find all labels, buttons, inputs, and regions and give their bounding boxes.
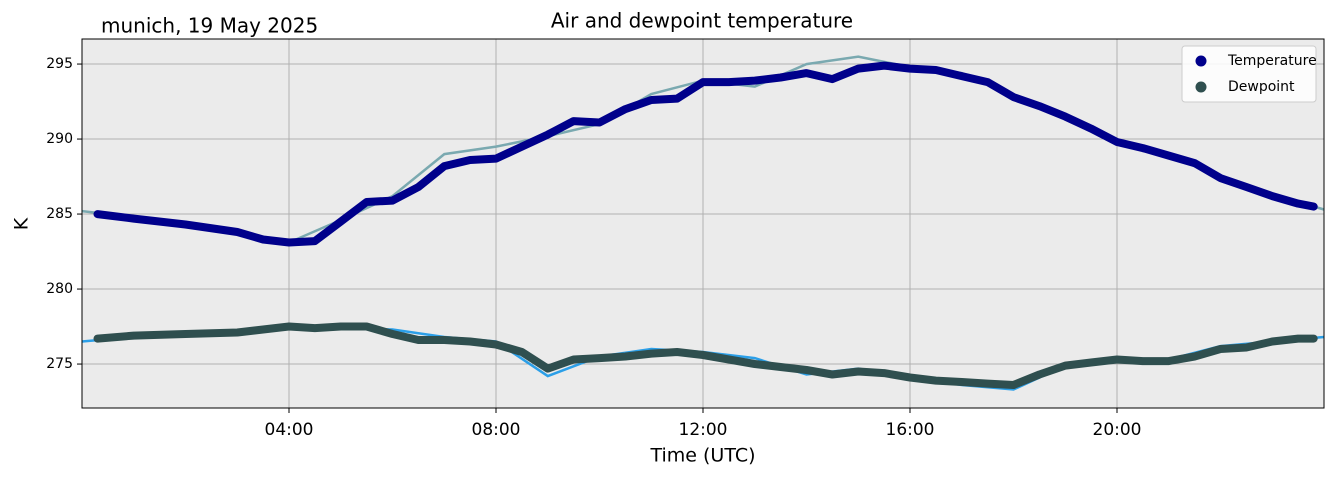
y-tick-label: 295 (46, 56, 73, 72)
x-axis-label: Time (UTC) (649, 445, 755, 467)
x-tick-label: 12:00 (679, 420, 728, 440)
y-tick-label: 290 (46, 131, 73, 147)
y-tick-label: 285 (46, 206, 73, 222)
subtitle: munich, 19 May 2025 (101, 14, 318, 38)
x-tick-label: 20:00 (1093, 420, 1142, 440)
y-tick-label: 275 (46, 356, 73, 372)
series-line (93, 322, 1318, 389)
x-tick-label: 16:00 (886, 420, 935, 440)
legend-label: Temperature (1227, 53, 1317, 69)
legend-marker (1195, 55, 1207, 67)
chart-title: Air and dewpoint temperature (551, 9, 853, 33)
y-axis-label: K (11, 217, 33, 230)
legend-label: Dewpoint (1228, 79, 1295, 95)
y-tick-label: 280 (46, 281, 73, 297)
legend-box (1181, 45, 1317, 103)
x-tick-label: 08:00 (472, 420, 521, 440)
legend-marker (1195, 81, 1207, 93)
series-line (93, 61, 1318, 247)
x-tick-label: 04:00 (265, 420, 314, 440)
